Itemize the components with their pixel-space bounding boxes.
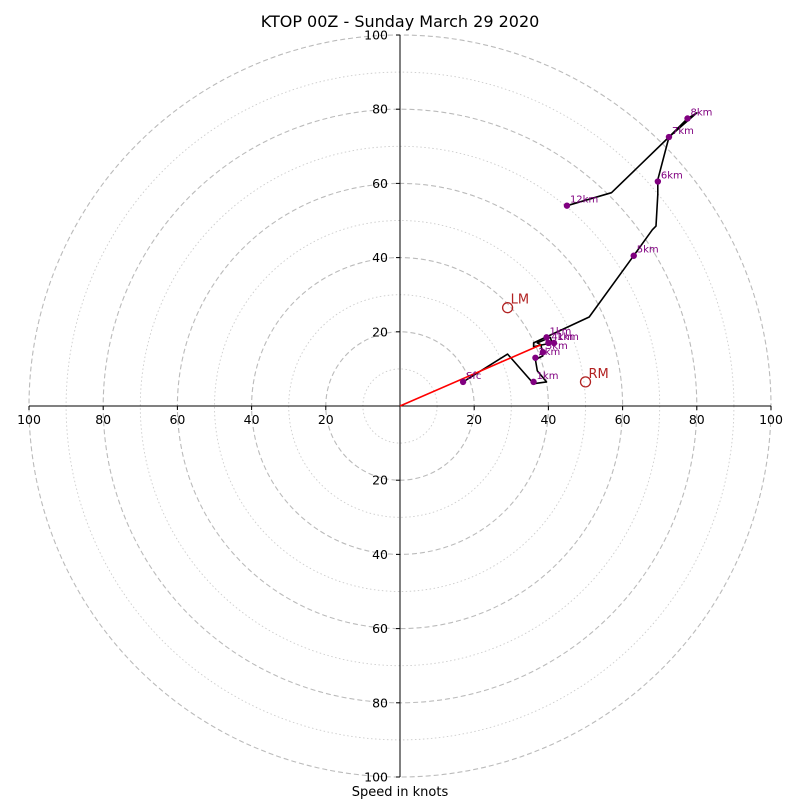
height-label-5km: 5km [637, 245, 659, 256]
x-tick-label: 100 [17, 412, 41, 427]
x-tick-label: 20 [466, 412, 482, 427]
y-tick-label: 100 [364, 770, 388, 785]
y-tick-label: 60 [372, 176, 388, 191]
height-label-12km: 12km [570, 195, 598, 206]
hodograph-trace [462, 112, 698, 385]
x-tick-label: 80 [95, 412, 111, 427]
x-tick-label: 60 [169, 412, 185, 427]
y-tick-label: 80 [372, 695, 388, 710]
y-tick-label: 20 [372, 473, 388, 488]
storm-marker-lm [501, 302, 514, 314]
height-label-1km: 1km [550, 326, 572, 337]
height-label-3km: 3km [546, 341, 568, 352]
height-label-7km: 7km [672, 126, 694, 137]
mean-wind-line [399, 344, 542, 407]
height-label-8km: 8km [691, 107, 713, 118]
height-point-Sfc [459, 378, 467, 386]
height-point-1km [530, 378, 537, 386]
storm-label-rm: RM [589, 367, 609, 382]
y-tick-label: 20 [372, 324, 388, 339]
height-point-8km [684, 115, 691, 122]
storm-motion-markers: LM RM [501, 293, 609, 388]
y-tick-label: 80 [372, 102, 388, 117]
hodograph-line [462, 112, 698, 385]
height-label-1km: 1km [537, 371, 559, 382]
height-label-4km: 4km [551, 332, 573, 343]
height-point-7km [665, 133, 673, 141]
height-label-6km: 6km [661, 171, 683, 182]
x-axis-label: Speed in knots [352, 785, 449, 800]
y-tick-label: 60 [372, 621, 388, 636]
height-point-1km [550, 339, 558, 347]
height-point-4km [545, 339, 552, 347]
x-tick-label: 80 [689, 412, 705, 427]
x-tick-label: 100 [759, 412, 783, 427]
y-tick-label: 40 [372, 547, 388, 562]
x-tick-label: 20 [318, 412, 334, 427]
height-point-3km [539, 349, 547, 356]
height-label-Sfc: Sfc [466, 371, 481, 382]
tick-labels: 100 80 60 40 20 20 40 60 80 100 100 80 60 40 20 20 40 60 8… [17, 28, 783, 785]
y-tick-label: 40 [372, 250, 388, 265]
height-label-2km: 2km [538, 347, 560, 358]
height-point-5km [630, 252, 637, 259]
height-point-12km [563, 202, 571, 209]
y-tick-label: 100 [364, 28, 388, 43]
storm-label-lm: LM [511, 293, 529, 308]
x-tick-label: 60 [615, 412, 631, 427]
storm-marker-rm [579, 376, 592, 388]
mean-wind-vector [399, 344, 542, 407]
height-point-1km [543, 334, 550, 341]
x-tick-label: 40 [540, 412, 556, 427]
height-label-1km: 1km [557, 332, 579, 343]
chart-title: KTOP 00Z - Sunday March 29 2020 [261, 12, 540, 31]
x-tick-label: 40 [244, 412, 260, 427]
height-point-6km [654, 178, 662, 185]
height-point-2km [532, 354, 539, 361]
